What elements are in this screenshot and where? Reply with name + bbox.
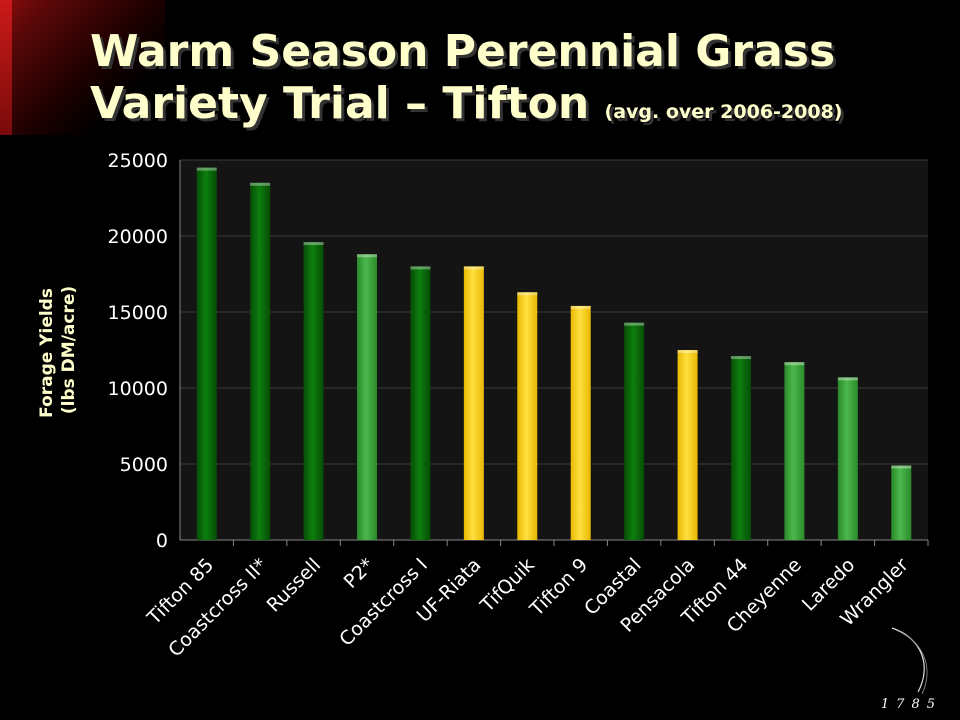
- bar-highlight: [410, 266, 431, 270]
- bar: [250, 182, 271, 541]
- y-tick-label: 15000: [108, 302, 168, 324]
- bar: [891, 465, 912, 540]
- y-tick-label: 20000: [108, 226, 168, 248]
- bar: [410, 266, 431, 540]
- y-tick-label: 10000: [108, 378, 168, 400]
- seal-year: 1785: [880, 697, 942, 712]
- bar: [463, 266, 484, 540]
- corner-accent: [0, 0, 165, 135]
- bar-highlight: [624, 322, 645, 326]
- bar-highlight: [570, 305, 591, 309]
- x-tick-label: Tifton 9: [525, 554, 592, 621]
- bar-highlight: [891, 465, 912, 469]
- bar: [517, 292, 538, 540]
- title-note: (avg. over 2006-2008): [604, 101, 843, 123]
- bar: [837, 377, 858, 540]
- bar: [731, 356, 751, 540]
- bar: [677, 350, 698, 540]
- x-tick-label: P2*: [340, 554, 379, 593]
- university-seal-logo: [891, 627, 928, 695]
- bar-highlight: [731, 356, 751, 360]
- y-tick-label: 5000: [120, 454, 168, 476]
- y-tick-label: 25000: [108, 150, 168, 172]
- title-main: Warm Season Perennial Grass Variety Tria…: [90, 26, 836, 129]
- y-axis-title: Forage Yields (lbs DM/acre): [37, 282, 79, 418]
- bar-highlight: [196, 167, 217, 171]
- bar-highlight: [517, 292, 538, 296]
- bar: [784, 362, 805, 540]
- bar-highlight: [463, 266, 484, 270]
- bar: [357, 254, 377, 541]
- bar: [196, 167, 217, 540]
- bar-highlight: [837, 377, 858, 381]
- bar: [570, 305, 591, 540]
- x-tick-label: Coastcross II*: [164, 554, 271, 661]
- bar-highlight: [677, 350, 698, 353]
- bar-highlight: [303, 242, 324, 246]
- slide-title: Warm Season Perennial Grass Variety Tria…: [90, 26, 950, 138]
- bar-highlight: [357, 254, 377, 258]
- bar: [624, 322, 645, 540]
- x-tick-label: Russell: [263, 554, 326, 617]
- y-axis-title-line-2: (lbs DM/acre): [59, 286, 79, 414]
- bar-highlight: [784, 362, 805, 366]
- bar: [303, 242, 324, 540]
- bar-highlight: [250, 182, 271, 186]
- plot-area: [180, 160, 928, 540]
- y-axis-title-line-1: Forage Yields: [37, 288, 57, 418]
- y-tick-label: 0: [156, 530, 168, 552]
